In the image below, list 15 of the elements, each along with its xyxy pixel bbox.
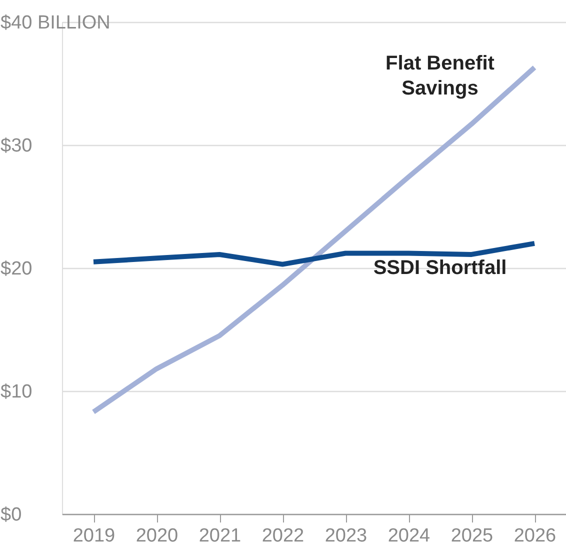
- x-tick-label: 2021: [198, 526, 242, 546]
- x-tick-label: 2026: [514, 526, 556, 546]
- series-label: Flat Benefit Savings: [386, 52, 495, 100]
- y-tick-label: $40 BILLION: [0, 12, 110, 34]
- y-tick-label: $10: [0, 382, 32, 402]
- x-tick-label: 2019: [72, 526, 116, 546]
- x-tick-label: 2020: [136, 526, 178, 546]
- x-tick-label: 2025: [450, 526, 494, 546]
- y-tick-label: $30: [0, 136, 32, 156]
- series-label: SSDI Shortfall: [373, 257, 507, 280]
- x-tick-label: 2023: [324, 526, 368, 546]
- x-tick-label: 2024: [388, 526, 431, 546]
- y-tick-label: $20: [0, 258, 32, 280]
- y-tick-label: $0: [0, 504, 22, 526]
- x-tick-label: 2022: [262, 526, 304, 546]
